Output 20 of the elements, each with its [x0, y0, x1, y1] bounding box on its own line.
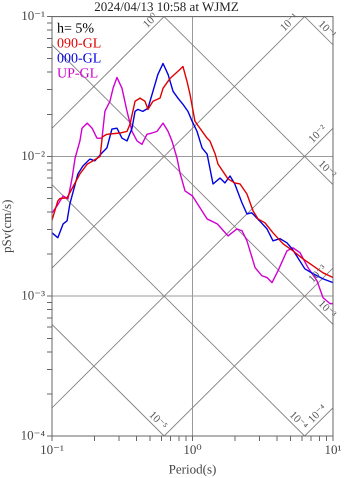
text: 090-GL	[57, 36, 102, 52]
y-tick-label: 10⁻¹	[21, 8, 46, 24]
y-tick-label: 10⁻³	[21, 288, 46, 303]
x-tick-label: 10⁻¹	[40, 442, 64, 458]
text: 10⁻¹	[278, 11, 301, 34]
x-axis-title: Period(s)	[168, 462, 216, 477]
text: 10⁻³	[316, 298, 339, 321]
text: 10⁻⁵	[146, 408, 170, 432]
text: 10⁰	[140, 10, 161, 31]
text: 10⁻¹	[316, 18, 338, 41]
x-tick-label: 10⁰	[183, 442, 202, 458]
text: 10⁻³	[306, 262, 330, 286]
y-axis-title: pSv(cm/s)	[0, 200, 14, 254]
legend-title: h= 5%	[57, 21, 94, 36]
x-tick-label: 10¹	[324, 442, 342, 458]
series-label: UP-GL	[57, 66, 98, 82]
text: 000-GL	[57, 51, 102, 66]
y-tick-label: 10⁻²	[21, 148, 46, 163]
y-tick-label: 10⁻⁴	[20, 427, 46, 442]
text: 10⁻²	[306, 122, 330, 146]
